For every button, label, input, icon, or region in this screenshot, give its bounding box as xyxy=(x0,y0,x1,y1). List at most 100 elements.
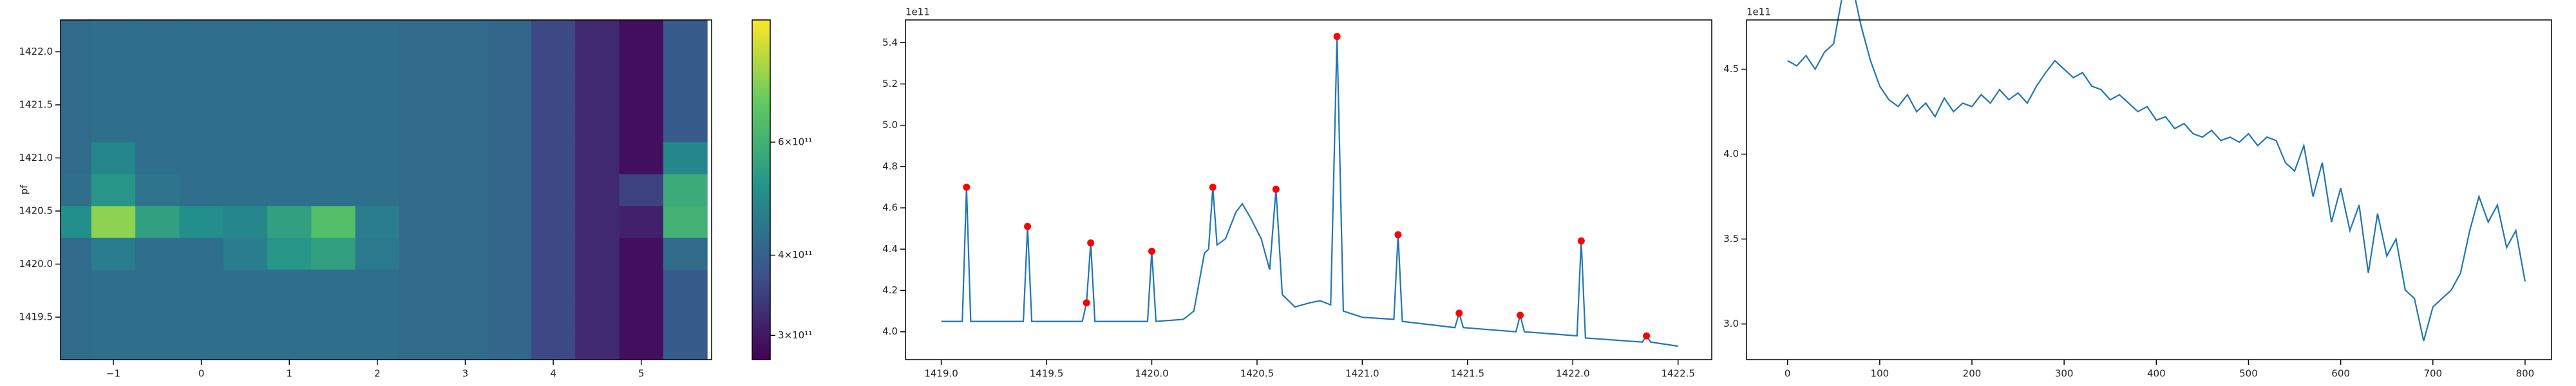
x-tick-label: 600 xyxy=(2331,368,2350,380)
heatmap-cell xyxy=(135,205,180,238)
x-tick-label: 800 xyxy=(2516,368,2535,380)
heatmap-cell xyxy=(531,174,576,207)
heatmap-cell xyxy=(311,301,356,334)
heatmap-cell xyxy=(61,205,92,238)
offset-label: 1e11 xyxy=(905,6,930,18)
x-tick-label: 1421.0 xyxy=(1345,368,1379,380)
heatmap-cell xyxy=(355,110,400,143)
heatmap-cell xyxy=(663,237,708,270)
heatmap-cell xyxy=(663,269,708,302)
heatmap-cell xyxy=(355,46,400,79)
heatmap-cell xyxy=(487,46,532,79)
heatmap-cell xyxy=(443,110,488,143)
heatmap-cell xyxy=(267,269,312,302)
heatmap-cell xyxy=(355,78,400,111)
heatmap-cell xyxy=(311,333,356,360)
heatmap-cell xyxy=(267,333,312,360)
heatmap-cell xyxy=(575,110,620,143)
heatmap-cell xyxy=(531,142,576,174)
x-tick-label: 1422.5 xyxy=(1661,368,1695,380)
heatmap-cell xyxy=(531,301,576,334)
x-tick-label: 1419.0 xyxy=(924,368,958,380)
heatmap-cell xyxy=(575,174,620,207)
heatmap-cell xyxy=(399,237,444,270)
heatmap-cell xyxy=(355,269,400,302)
heatmap-cell xyxy=(91,20,136,47)
heatmap-cell xyxy=(311,110,356,143)
heatmap-cell xyxy=(267,78,312,111)
heatmap-cell xyxy=(223,46,268,79)
heatmap-cell xyxy=(311,20,356,47)
heatmap-cell xyxy=(135,237,180,270)
heatmap-cell xyxy=(487,174,532,207)
y-axis-label: pf xyxy=(19,185,30,195)
heatmap-cell xyxy=(443,301,488,334)
heatmap-cells xyxy=(61,20,708,360)
heatmap-cell xyxy=(267,142,312,174)
colorbar-tick-label: 6×10¹¹ xyxy=(778,136,812,147)
peak-marker xyxy=(1577,237,1585,244)
y-tick-label: 1421.5 xyxy=(19,99,53,111)
heatmap-cell xyxy=(179,78,224,111)
peak-marker xyxy=(1148,247,1155,255)
heatmap-cell xyxy=(355,333,400,360)
heatmap-cell xyxy=(91,301,136,334)
y-tick-label: 5.4 xyxy=(882,37,898,48)
x-tick-label: 0 xyxy=(1785,368,1791,380)
heatmap-cell xyxy=(663,301,708,334)
x-tick-label: 1419.5 xyxy=(1030,368,1064,380)
heatmap-cell xyxy=(619,46,664,79)
heatmap-cell xyxy=(267,174,312,207)
y-tick-label: 5.2 xyxy=(882,78,898,89)
heatmap-cell xyxy=(443,269,488,302)
heatmap-cell xyxy=(663,205,708,238)
heatmap-cell xyxy=(355,174,400,207)
axes-frame xyxy=(905,19,1712,360)
heatmap-cell xyxy=(179,333,224,360)
heatmap-cell xyxy=(179,46,224,79)
peak-marker xyxy=(1083,299,1090,307)
axes-frame xyxy=(1746,19,2552,360)
heatmap-cell xyxy=(179,269,224,302)
heatmap-cell xyxy=(135,174,180,207)
x-tick-label: 3 xyxy=(462,368,469,380)
heatmap-cell xyxy=(531,110,576,143)
y-tick-label: 1422.0 xyxy=(19,46,53,57)
heatmap-cell xyxy=(531,333,576,360)
heatmap-cell xyxy=(223,20,268,47)
heatmap-cell xyxy=(531,20,576,47)
peak-marker xyxy=(1024,223,1032,230)
x-tick-label: 1420.5 xyxy=(1240,368,1274,380)
peak-marker xyxy=(963,183,971,191)
heatmap-cell xyxy=(223,237,268,270)
heatmap-cell xyxy=(575,301,620,334)
heatmap-cell xyxy=(179,301,224,334)
y-tick-label: 1420.5 xyxy=(19,205,53,217)
heatmap-cell xyxy=(223,269,268,302)
x-tick-label: 300 xyxy=(2055,368,2074,380)
heatmap-cell xyxy=(267,301,312,334)
heatmap-cell xyxy=(399,78,444,111)
heatmap-cell xyxy=(311,174,356,207)
heatmap-cell xyxy=(575,205,620,238)
heatmap-cell xyxy=(355,20,400,47)
heatmap-cell xyxy=(531,205,576,238)
heatmap-cell xyxy=(663,78,708,111)
x-tick-label: 1 xyxy=(286,368,292,380)
axes-frame xyxy=(60,19,712,360)
heatmap-cell xyxy=(399,46,444,79)
heatmap-cell xyxy=(355,301,400,334)
heatmap-cell xyxy=(575,46,620,79)
heatmap-cell xyxy=(619,110,664,143)
heatmap-cell xyxy=(61,237,92,270)
heatmap-cell xyxy=(575,20,620,47)
heatmap-cell xyxy=(575,78,620,111)
heatmap-cell xyxy=(91,269,136,302)
heatmap-cell xyxy=(619,237,664,270)
heatmap-cell xyxy=(531,237,576,270)
peak-marker xyxy=(1272,185,1280,193)
heatmap-cell xyxy=(619,333,664,360)
heatmap-cell xyxy=(399,269,444,302)
heatmap-cell xyxy=(61,333,92,360)
